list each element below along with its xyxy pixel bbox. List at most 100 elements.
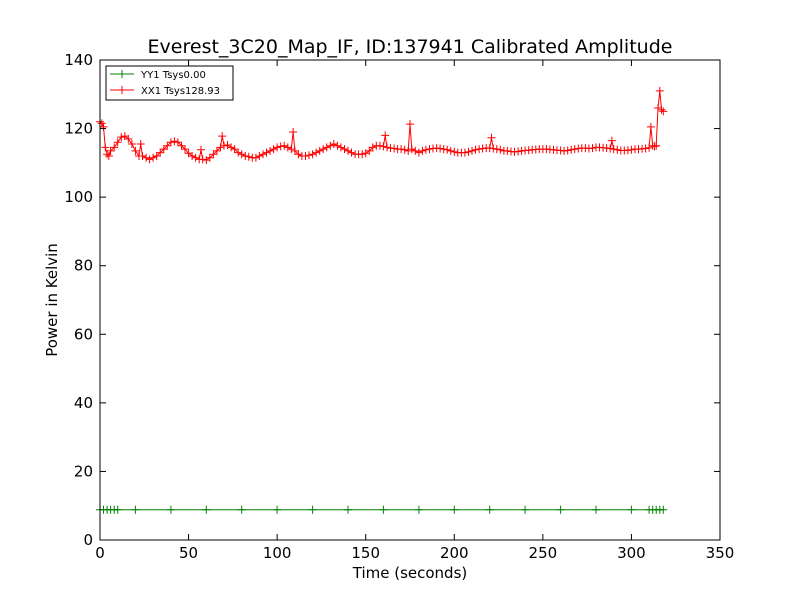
- data-point-xx1: [464, 147, 473, 156]
- data-point-xx1: [142, 153, 151, 162]
- legend: YY1 Tsys0.00 XX1 Tsys128.93: [105, 65, 234, 101]
- data-point-xx1: [414, 148, 423, 157]
- data-point-xx1: [368, 143, 377, 152]
- data-point-xx1: [159, 145, 168, 154]
- x-axis-label: Time (seconds): [352, 564, 468, 582]
- data-point-xx1: [563, 146, 572, 155]
- y-tick-label: 80: [74, 257, 93, 275]
- data-point-xx1: [218, 132, 227, 141]
- data-point-xx1: [205, 153, 214, 162]
- data-point-xx1: [406, 120, 414, 129]
- data-point-xx1: [259, 150, 267, 159]
- x-tick-label: 100: [263, 544, 292, 562]
- data-point-xx1: [97, 119, 106, 128]
- data-point-xx1: [103, 150, 112, 159]
- data-point-xx1: [152, 152, 161, 160]
- data-point-xx1: [308, 150, 317, 159]
- y-axis: 0 20 40 60 80 100 120 140: [64, 51, 720, 549]
- data-point-xx1: [262, 148, 271, 157]
- data-point-xx1: [305, 151, 313, 160]
- data-point-xx1: [588, 144, 597, 153]
- data-point-xx1: [131, 146, 140, 155]
- y-tick-label: 120: [64, 120, 93, 138]
- data-point-yy1: [131, 505, 140, 514]
- data-point-yy1: [308, 505, 317, 514]
- data-point-xx1: [657, 105, 666, 114]
- legend-frame: [105, 65, 234, 101]
- plot-frame: [99, 59, 721, 541]
- data-point-xx1: [425, 145, 434, 154]
- legend-marker-xx1: [118, 86, 126, 94]
- data-point-xx1: [379, 142, 388, 151]
- y-tick-label: 20: [74, 462, 93, 480]
- data-point-yy1: [556, 505, 565, 514]
- data-point-xx1: [381, 131, 390, 140]
- data-point-xx1: [177, 141, 186, 150]
- data-point-xx1: [251, 153, 260, 162]
- data-point-xx1: [266, 146, 275, 155]
- legend-marker-yy1: [118, 70, 126, 78]
- data-point-xx1: [273, 143, 282, 152]
- y-axis-label: Power in Kelvin: [43, 243, 61, 357]
- chart-title: Everest_3C20_Map_IF, ID:137941 Calibrate…: [148, 36, 673, 58]
- data-point-xx1: [514, 147, 523, 156]
- data-point-xx1: [383, 143, 391, 152]
- data-point-xx1: [255, 152, 264, 160]
- data-point-yy1: [237, 505, 246, 514]
- data-point-yy1: [450, 505, 459, 514]
- data-point-xx1: [646, 122, 655, 131]
- y-tick-label: 40: [74, 394, 93, 412]
- x-tick-label: 300: [617, 544, 646, 562]
- data-point-xx1: [230, 145, 239, 154]
- data-point-xx1: [436, 144, 445, 153]
- data-point-yy1: [659, 505, 668, 514]
- data-point-xx1: [613, 145, 622, 154]
- data-point-xx1: [654, 104, 662, 112]
- data-point-xx1: [197, 145, 205, 154]
- data-point-xx1: [627, 145, 636, 154]
- data-point-yy1: [485, 505, 494, 514]
- data-point-xx1: [450, 147, 459, 156]
- data-point-xx1: [421, 145, 430, 154]
- data-point-xx1: [607, 136, 616, 145]
- x-tick-label: 0: [95, 544, 105, 562]
- data-point-xx1: [468, 146, 476, 155]
- data-point-xx1: [106, 146, 115, 155]
- x-tick-label: 350: [706, 544, 735, 562]
- x-tick-label: 200: [440, 544, 469, 562]
- data-point-xx1: [344, 146, 352, 155]
- data-point-xx1: [375, 141, 384, 150]
- data-point-xx1: [340, 145, 349, 154]
- data-point-xx1: [609, 145, 618, 154]
- data-point-xx1: [110, 143, 119, 152]
- data-point-xx1: [191, 153, 200, 162]
- data-point-xx1: [283, 143, 292, 152]
- data-point-xx1: [365, 146, 374, 155]
- data-point-yy1: [273, 505, 282, 514]
- data-point-yy1: [344, 505, 352, 514]
- data-point-xx1: [198, 155, 207, 164]
- data-point-xx1: [570, 145, 579, 154]
- data-point-xx1: [99, 122, 108, 131]
- data-point-xx1: [156, 148, 165, 157]
- data-point-xx1: [329, 140, 338, 148]
- data-point-xx1: [492, 145, 501, 154]
- data-point-xx1: [188, 152, 197, 160]
- data-point-yy1: [113, 505, 122, 514]
- data-point-xx1: [138, 152, 147, 160]
- data-point-xx1: [390, 144, 399, 153]
- data-point-xx1: [312, 148, 321, 157]
- y-tick-label: 60: [74, 325, 93, 343]
- data-point-xx1: [650, 142, 659, 151]
- data-point-xx1: [460, 148, 469, 157]
- x-tick-label: 50: [179, 544, 198, 562]
- data-point-xx1: [475, 145, 484, 154]
- series-layer: [96, 86, 668, 514]
- data-point-xx1: [212, 146, 221, 155]
- data-point-xx1: [347, 148, 356, 157]
- data-point-xx1: [104, 152, 113, 160]
- data-point-xx1: [234, 148, 243, 157]
- data-point-xx1: [216, 143, 225, 152]
- data-point-xx1: [404, 146, 413, 155]
- data-point-xx1: [181, 145, 189, 154]
